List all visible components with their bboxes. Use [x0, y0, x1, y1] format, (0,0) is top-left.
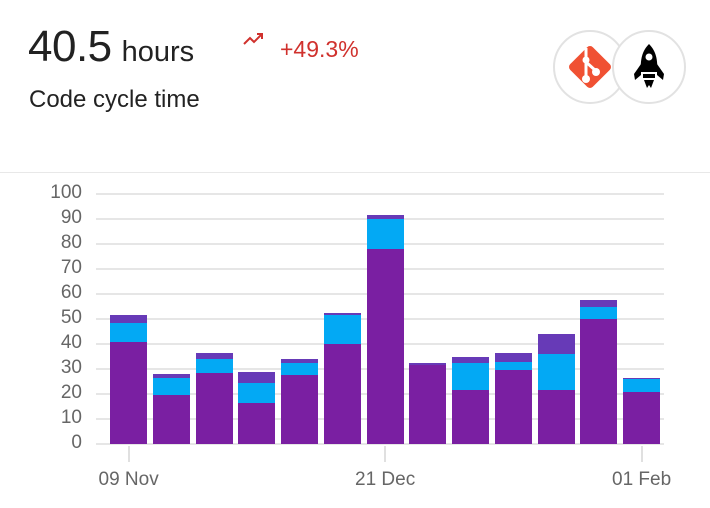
- bar-segment: [323, 344, 361, 444]
- x-tick: [640, 446, 643, 462]
- bar-segment: [623, 377, 660, 379]
- bar-segment: [152, 374, 190, 378]
- bar-04-jan[interactable]: [452, 356, 489, 444]
- bar-segment: [110, 322, 147, 342]
- bar-segment: [238, 382, 276, 403]
- bar-segment: [580, 306, 618, 319]
- bar-11-jan[interactable]: [494, 352, 532, 444]
- bar-segment: [110, 341, 147, 444]
- bar-segment: [623, 391, 660, 444]
- bar-segment: [409, 364, 447, 366]
- bar-23-nov[interactable]: [195, 352, 233, 444]
- bar-segment: [366, 219, 404, 249]
- bar-segment: [152, 377, 190, 396]
- bar-28-dec[interactable]: [409, 362, 447, 444]
- bar-segment: [494, 352, 532, 362]
- gridline: [96, 193, 664, 195]
- bar-segment: [452, 390, 489, 444]
- bar-segment: [537, 390, 575, 444]
- y-tick-label: 60: [60, 282, 82, 303]
- y-tick-label: 40: [60, 332, 82, 353]
- y-tick-label: 80: [60, 232, 82, 253]
- bar-segment: [409, 365, 447, 444]
- metric-unit: hours: [121, 36, 195, 68]
- git-icon: [569, 46, 611, 88]
- bar-segment: [281, 362, 318, 376]
- bar-segment: [623, 379, 660, 392]
- bar-segment: [281, 359, 318, 363]
- bar-segment: [366, 249, 404, 444]
- bar-segment: [452, 362, 489, 391]
- bar-segment: [580, 300, 618, 307]
- x-tick: [127, 446, 130, 462]
- bar-25-jan[interactable]: [580, 300, 618, 444]
- bar-segment: [152, 395, 190, 444]
- rocket-icon: [634, 44, 664, 88]
- y-tick-label: 20: [60, 382, 82, 403]
- bar-segment: [195, 352, 233, 359]
- x-tick-label: 09 Nov: [98, 469, 159, 490]
- trending-up-icon: [243, 33, 263, 45]
- y-tick-label: 100: [50, 182, 82, 203]
- rocket-badge[interactable]: [612, 30, 686, 104]
- bar-09-nov[interactable]: [110, 315, 147, 444]
- bar-segment: [281, 375, 318, 444]
- y-tick-label: 70: [60, 257, 82, 278]
- bar-18-jan[interactable]: [537, 334, 575, 444]
- bar-segment: [409, 362, 447, 365]
- metric-label: Code cycle time: [29, 86, 200, 113]
- bar-segment: [494, 370, 532, 444]
- metric-value: 40.5: [28, 22, 112, 71]
- x-tick: [384, 446, 386, 462]
- bar-segment: [238, 371, 276, 383]
- bar-segment: [195, 372, 233, 444]
- bar-segment: [110, 315, 147, 323]
- bar-segment: [452, 356, 489, 363]
- bar-21-dec[interactable]: [366, 215, 404, 444]
- bar-07-dec[interactable]: [281, 359, 318, 444]
- bar-16-nov[interactable]: [152, 374, 190, 444]
- y-tick-label: 50: [60, 307, 82, 328]
- gridline: [96, 443, 664, 445]
- bar-30-nov[interactable]: [238, 371, 276, 444]
- y-tick-label: 10: [60, 407, 82, 428]
- divider: [0, 172, 710, 173]
- x-tick-label: 01 Feb: [612, 469, 672, 490]
- bar-14-dec[interactable]: [323, 312, 361, 444]
- x-tick-label: 21 Dec: [355, 469, 416, 490]
- change-percent: +49.3%: [280, 36, 359, 62]
- bar-segment: [238, 402, 276, 444]
- metric-headline: 40.5 hours: [28, 22, 194, 72]
- bar-segment: [537, 334, 575, 354]
- bar-segment: [537, 354, 575, 391]
- bar-segment: [195, 359, 233, 373]
- bar-segment: [494, 361, 532, 371]
- y-tick-label: 30: [60, 357, 82, 378]
- y-tick-label: 90: [60, 207, 82, 228]
- bar-segment: [323, 315, 361, 344]
- bar-segment: [580, 319, 618, 444]
- y-tick-label: 0: [71, 432, 82, 453]
- code-cycle-time-chart: 0 10 20 30 40 50 60 70 80 90 100 09 Nov 21 Dec 01 Feb: [0, 180, 710, 500]
- bar-01-feb[interactable]: [623, 377, 660, 444]
- bar-segment: [366, 215, 404, 219]
- bar-segment: [323, 312, 361, 316]
